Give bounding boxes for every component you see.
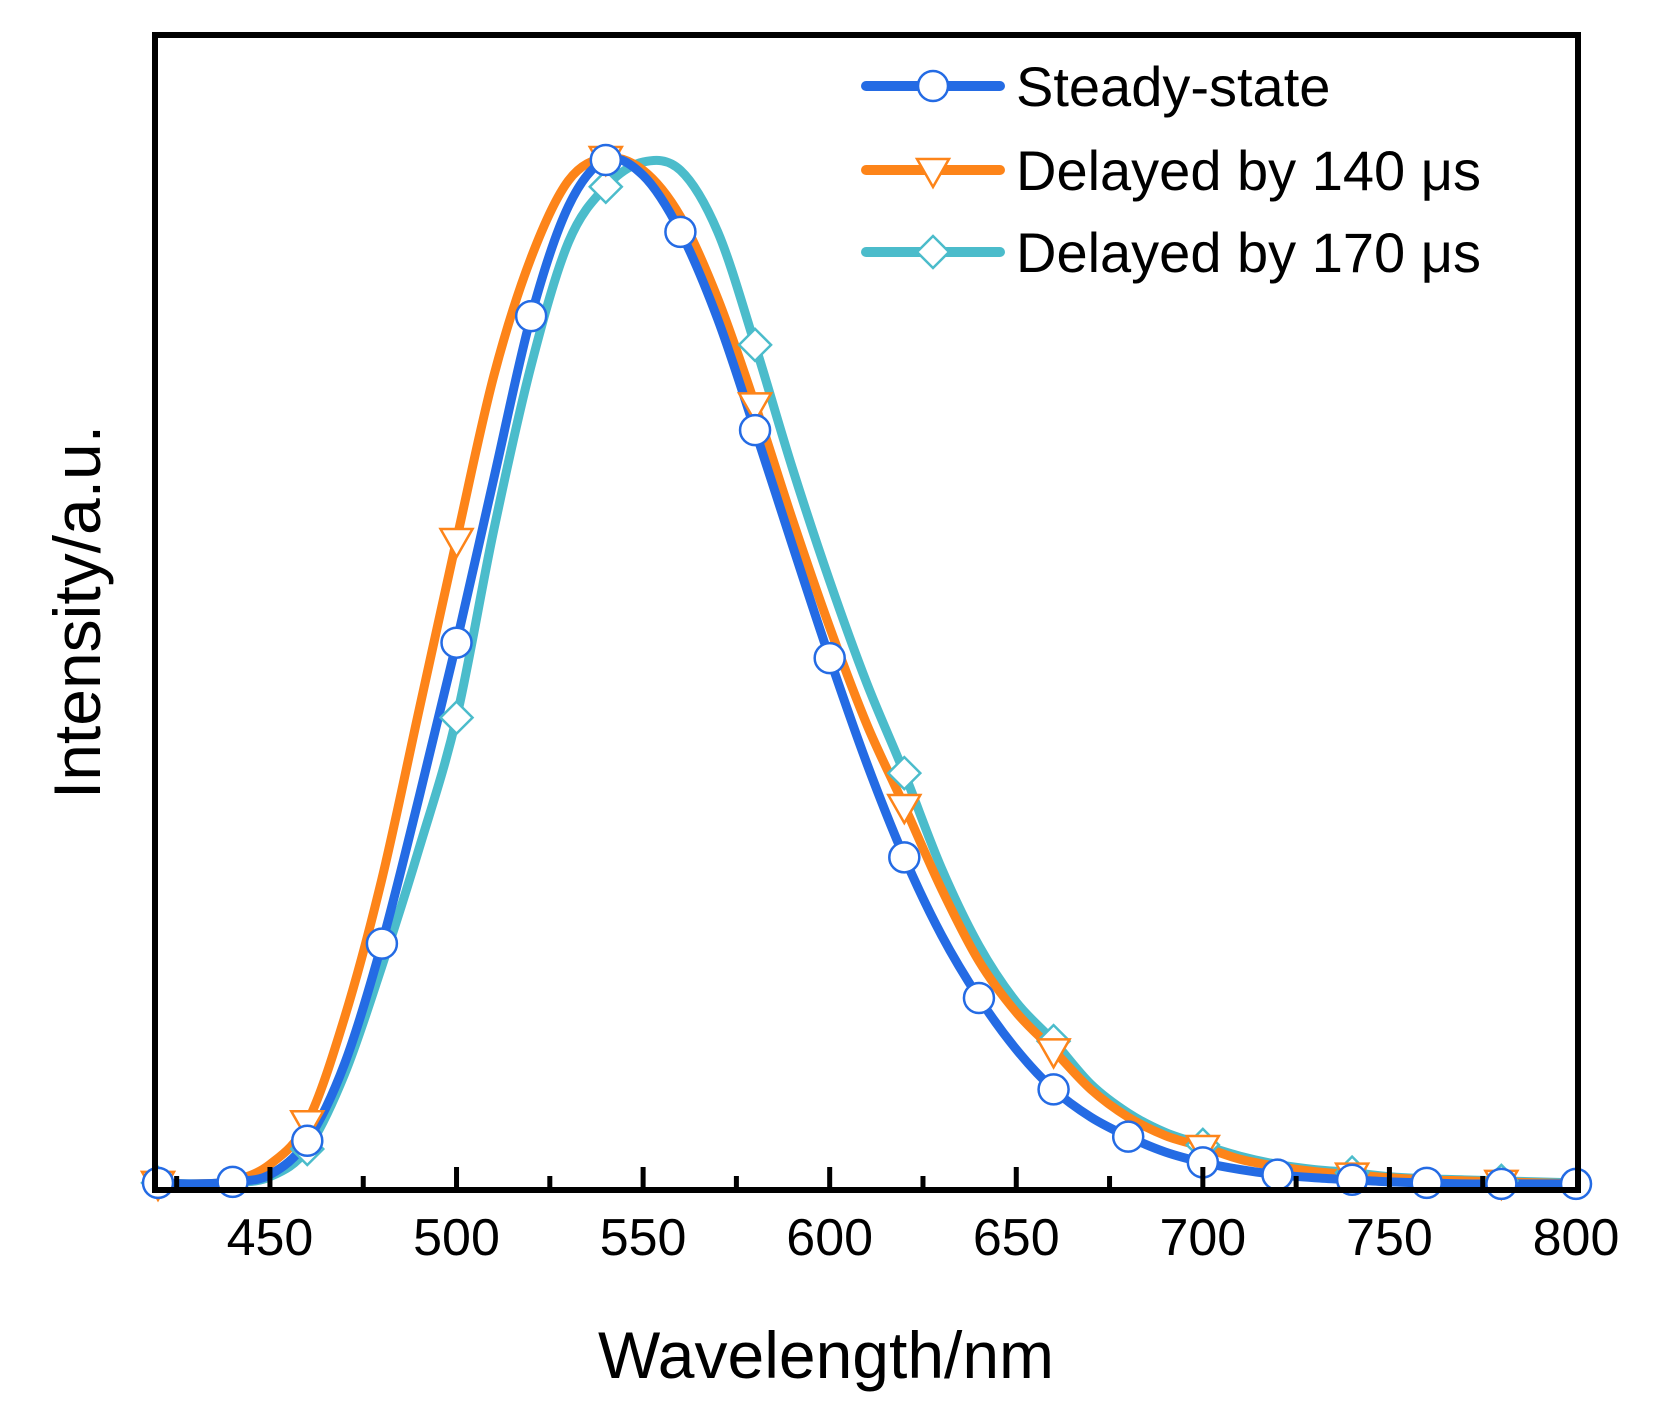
x-tick-label: 450 [227, 1209, 314, 1267]
legend-label: Delayed by 170 μs [1016, 221, 1481, 284]
circle-marker [1111, 1120, 1145, 1153]
x-axis-ticks [174, 1167, 1486, 1187]
circle-marker [291, 1124, 324, 1158]
series-line-steady-state [153, 154, 1581, 1189]
x-axis-title: Wavelength/nm [598, 1318, 1054, 1392]
circle-marker [813, 641, 846, 675]
circle-marker [1410, 1166, 1443, 1200]
triangle-marker-icon [914, 157, 952, 190]
x-tick-label: 600 [786, 1209, 873, 1267]
legend-label: Steady-state [1016, 55, 1330, 118]
circle-marker [888, 841, 921, 874]
series-line-delayed-by-170-s [153, 155, 1581, 1189]
circle-marker [514, 299, 548, 333]
diamond-marker [886, 755, 923, 791]
series-line-delayed-by-140-s [153, 153, 1581, 1189]
diamond-marker-icon [915, 234, 951, 270]
legend: Steady-state Delayed by 140 μs Delayed by … [861, 55, 1481, 284]
circle-marker [365, 927, 399, 960]
circle-marker [1485, 1167, 1518, 1201]
x-tick-label: 750 [1346, 1209, 1433, 1267]
circle-marker [440, 626, 473, 659]
diamond-marker [588, 168, 624, 205]
legend-item: Delayed by 170 μs [861, 221, 1481, 284]
x-tick-label: 650 [973, 1209, 1060, 1267]
series-layer [153, 153, 1581, 1189]
circle-marker [738, 413, 772, 447]
plot-frame [152, 32, 1581, 1193]
circle-marker [589, 143, 623, 177]
circle-marker [1261, 1158, 1294, 1191]
x-tick-label: 700 [1159, 1209, 1246, 1267]
triangle-marker [886, 793, 923, 826]
diamond-marker [438, 699, 475, 736]
legend-item: Delayed by 140 μs [861, 139, 1481, 202]
circle-marker [664, 215, 697, 249]
circle-marker-icon [916, 69, 950, 103]
triangle-marker [438, 527, 475, 560]
triangle-marker [736, 392, 774, 424]
marker-layer [139, 143, 1593, 1203]
circle-marker [1037, 1073, 1070, 1106]
x-axis-tick-labels: 450 500 550 600 650 700 750 800 [227, 1209, 1620, 1267]
diamond-marker [737, 327, 773, 363]
x-tick-label: 800 [1533, 1209, 1620, 1267]
circle-marker [962, 981, 996, 1015]
y-axis-title: Intensity/a.u. [40, 425, 114, 799]
triangle-marker [1035, 1038, 1072, 1070]
legend-label: Delayed by 140 μs [1016, 139, 1481, 202]
x-tick-label: 500 [413, 1209, 500, 1267]
legend-item: Steady-state [861, 55, 1330, 118]
x-tick-label: 550 [600, 1209, 687, 1267]
